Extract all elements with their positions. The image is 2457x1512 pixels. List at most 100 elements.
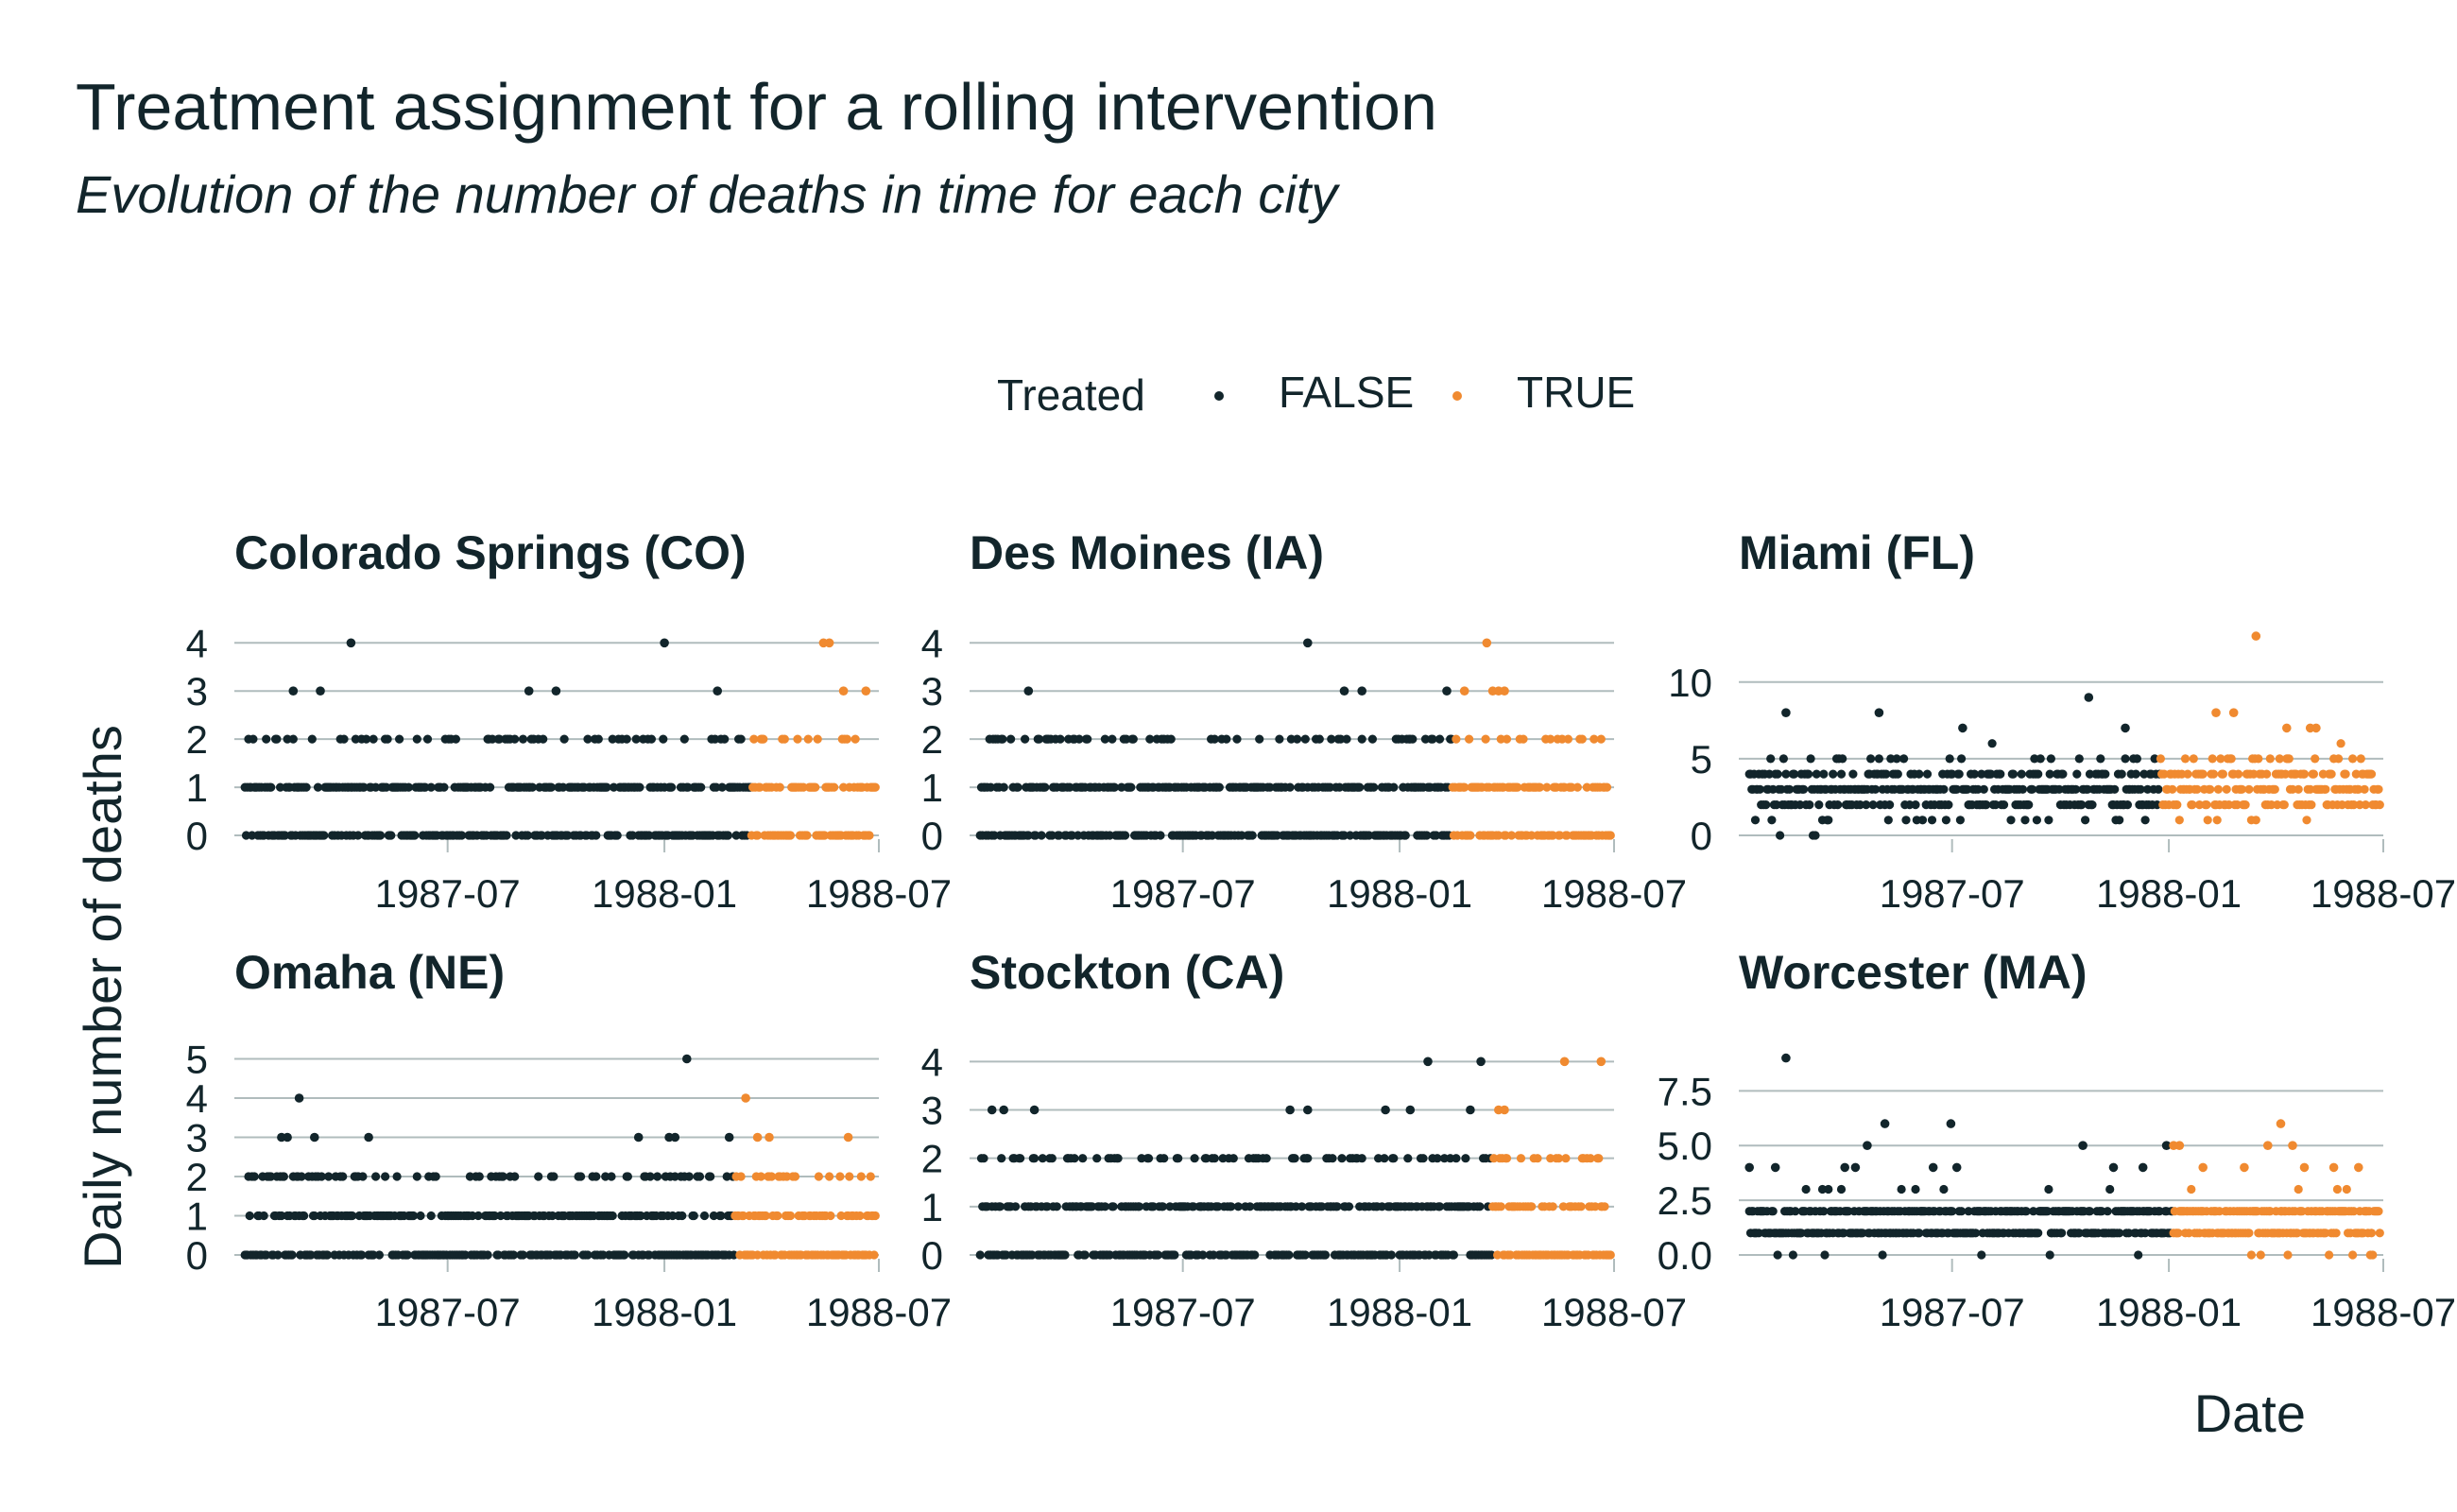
data-point [1346, 831, 1355, 840]
data-point [1964, 1207, 1973, 1216]
data-point [339, 734, 349, 744]
data-point-outlier [843, 1132, 853, 1143]
data-point [2122, 800, 2132, 810]
data-point [416, 1211, 425, 1221]
panel-2: Miami (FL) 0 5 10 1987-07 1988-01 1988-07 [1668, 526, 2456, 916]
x-tick-label: 1988-07 [806, 871, 952, 916]
data-point-outlier [752, 1132, 763, 1143]
data-point-outlier [1029, 1105, 1040, 1115]
data-point [1892, 754, 1901, 764]
data-point [1824, 816, 1833, 825]
y-tick-label: 3 [186, 1115, 208, 1160]
data-point [1145, 734, 1155, 744]
data-point [576, 1172, 586, 1181]
data-point [2374, 784, 2383, 794]
data-point [319, 831, 329, 840]
data-point-outlier [1840, 1162, 1849, 1173]
y-tick-label: 4 [186, 1076, 208, 1121]
data-point-outlier [670, 1132, 680, 1143]
data-point [2275, 754, 2284, 764]
data-point [1380, 1154, 1389, 1163]
data-point [426, 782, 436, 792]
data-point [1137, 1154, 1146, 1163]
data-point-outlier [1596, 1057, 1606, 1067]
data-point [1080, 1250, 1090, 1260]
data-point [1519, 734, 1528, 744]
data-point [1768, 1207, 1778, 1216]
data-point [249, 734, 258, 744]
data-point [2017, 769, 2026, 779]
panel-title: Miami (FL) [1739, 526, 1975, 579]
x-tick-label: 1988-07 [2311, 1290, 2456, 1334]
data-point [653, 1172, 662, 1181]
data-point [1862, 800, 1871, 810]
data-point [780, 734, 789, 744]
data-point [1031, 831, 1040, 840]
data-point [483, 1250, 492, 1260]
data-point [1819, 769, 1829, 779]
data-point [1799, 784, 1809, 794]
data-point [706, 1172, 715, 1181]
legend-swatch-false [1214, 391, 1224, 401]
data-point [1433, 1154, 1442, 1163]
data-point [1023, 831, 1033, 840]
data-point [679, 734, 689, 744]
data-point-outlier [346, 638, 356, 648]
data-point [549, 1172, 558, 1181]
y-tick-label: 2 [921, 717, 943, 762]
data-point [439, 782, 449, 792]
data-point [1030, 1154, 1040, 1163]
x-tick-label: 1988-01 [592, 1290, 737, 1334]
data-point [1957, 1207, 1967, 1216]
data-point [1917, 816, 1928, 825]
data-point [2234, 769, 2243, 779]
data-point [2294, 784, 2303, 794]
data-point [1796, 800, 1805, 810]
data-point [1874, 754, 1883, 764]
x-tick-label: 1988-01 [592, 871, 737, 916]
data-point [731, 831, 741, 840]
data-point [1100, 1202, 1109, 1211]
data-point [2241, 800, 2250, 810]
data-point-outlier [1357, 686, 1366, 696]
data-point [1117, 782, 1126, 792]
data-point [684, 1172, 694, 1181]
data-point [1170, 1250, 1179, 1260]
data-point [412, 734, 421, 744]
data-point [2218, 769, 2227, 779]
data-point [1893, 769, 1902, 779]
data-point [1113, 1154, 1123, 1163]
data-point [1040, 782, 1050, 792]
data-point [1461, 1154, 1470, 1163]
data-point [1038, 1154, 1047, 1163]
data-point [2085, 769, 2095, 779]
data-point-outlier [1423, 1057, 1433, 1067]
data-point [2032, 816, 2041, 825]
data-point [404, 782, 414, 792]
data-point-outlier [1928, 1162, 1938, 1173]
data-point [835, 1172, 845, 1181]
data-point [1496, 1202, 1505, 1211]
data-point [546, 782, 557, 792]
data-point [1911, 800, 1920, 810]
data-point-outlier [2078, 1141, 2088, 1150]
data-point [431, 1172, 440, 1181]
data-point [1764, 769, 1774, 779]
data-point [2143, 784, 2153, 794]
data-point [1210, 734, 1219, 744]
data-point [2117, 769, 2126, 779]
data-point [2356, 754, 2365, 764]
data-point [279, 1172, 288, 1181]
data-point [1915, 1228, 1924, 1238]
data-point [1293, 734, 1302, 744]
data-point [451, 734, 460, 744]
data-point [2246, 1250, 2256, 1260]
data-point [1328, 1154, 1337, 1163]
data-point [358, 1172, 368, 1181]
data-point [773, 1211, 782, 1221]
data-point [2262, 769, 2272, 779]
data-point [986, 782, 995, 792]
data-point [716, 1211, 726, 1221]
data-point [2244, 784, 2254, 794]
